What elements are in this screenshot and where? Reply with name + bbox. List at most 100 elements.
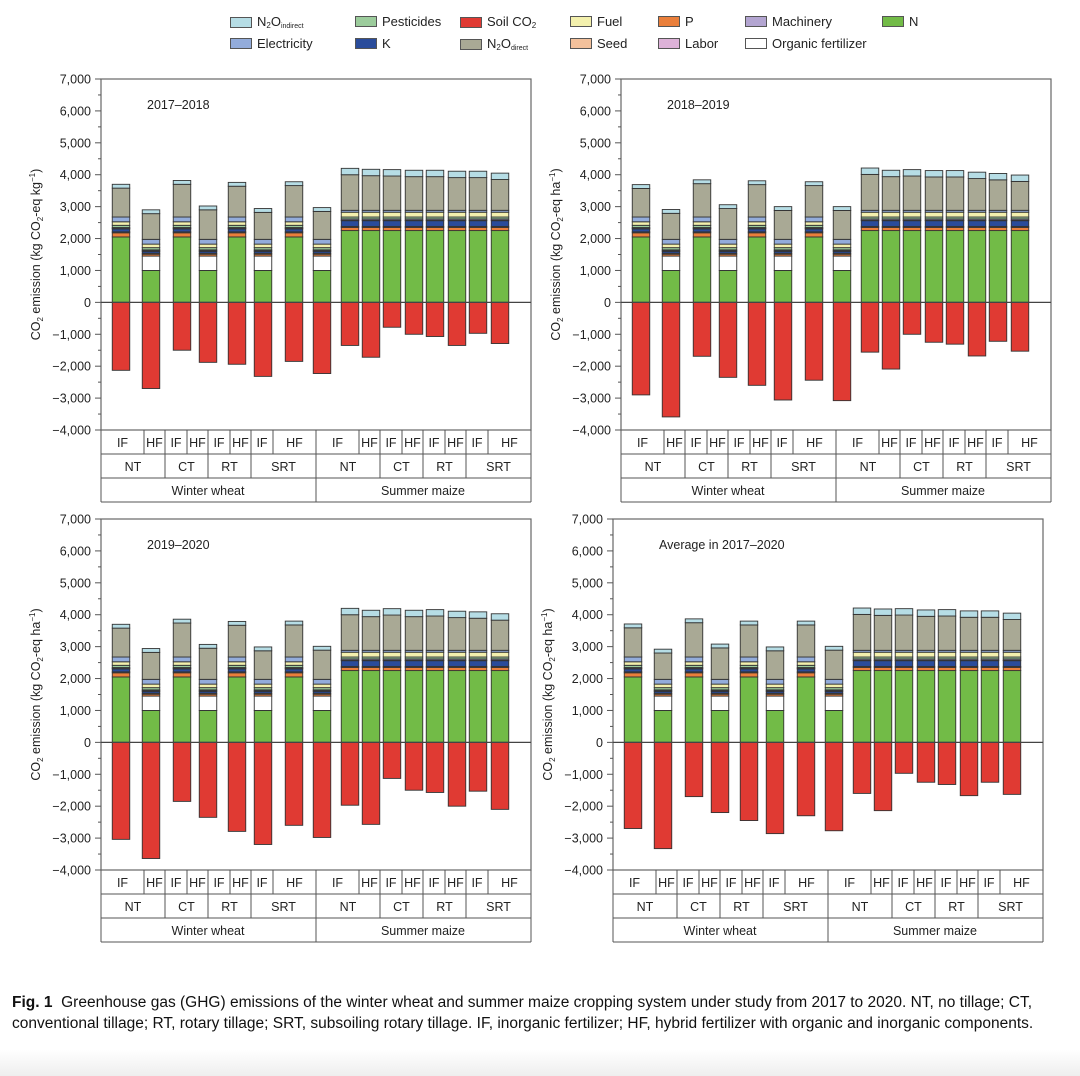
y-tick-label: 7,000	[572, 513, 603, 527]
bar-summer-maize-nt-hf	[873, 608, 893, 812]
bar-segment-fuel	[253, 243, 273, 249]
bar-segment-n2o-direct	[1002, 619, 1022, 651]
fertilizer-label: HF	[447, 876, 464, 890]
bar-segment-fuel	[404, 651, 424, 658]
fertilizer-label: HF	[1021, 436, 1038, 450]
bar-segment-fuel	[747, 221, 767, 226]
bar-segment-soil-co2	[623, 741, 643, 829]
bar-segment-electricity	[718, 238, 738, 245]
bar-segment-n2o-direct	[945, 176, 965, 211]
bar-segment-n2o-indirect	[447, 610, 467, 619]
bar-summer-maize-ct-hf	[404, 609, 424, 791]
legend-item-pesticides: Pesticides	[355, 14, 441, 29]
bar-segment-fuel	[382, 651, 402, 658]
bar-segment-n2o-indirect	[404, 609, 424, 618]
fertilizer-label: IF	[897, 876, 908, 890]
bar-segment-n2o-direct	[824, 649, 844, 680]
bar-segment-n2o-direct	[710, 647, 730, 680]
bar-segment-n	[227, 236, 247, 303]
bar-segment-fuel	[284, 221, 304, 226]
bar-segment-electricity	[631, 216, 651, 223]
bar-segment-n2o-direct	[312, 649, 332, 680]
bar-summer-maize-nt-if	[340, 167, 360, 346]
fertilizer-label: IF	[213, 876, 224, 890]
fertilizer-label: HF	[189, 876, 206, 890]
bar-segment-n2o-indirect	[447, 170, 467, 179]
bar-segment-p	[447, 226, 467, 232]
bar-segment-n2o-direct	[490, 179, 510, 211]
legend-item-electricity: Electricity	[230, 36, 313, 51]
bar-segment-soil-co2	[692, 301, 712, 357]
crop-label: Summer maize	[901, 484, 985, 498]
y-tick-label: 0	[84, 736, 91, 750]
y-tick-label: 4,000	[580, 168, 611, 182]
bar-segment-fuel	[980, 651, 1000, 658]
crop-label: Summer maize	[381, 484, 465, 498]
y-tick-label: 1,000	[572, 704, 603, 718]
fertilizer-label: IF	[852, 436, 863, 450]
legend-item-k: K	[355, 36, 391, 51]
bar-segment-fuel	[227, 661, 247, 666]
bar-segment-n2o-indirect	[361, 168, 381, 177]
bar-segment-p	[1002, 666, 1022, 672]
legend-item-n2o-direct: N2Odirect	[460, 36, 528, 52]
bar-segment-fuel	[1002, 651, 1022, 658]
y-tick-label: −2,000	[52, 360, 91, 374]
bar-segment-fuel	[661, 243, 681, 249]
bar-segment-n	[710, 710, 730, 743]
bar-segment-soil-co2	[967, 301, 987, 357]
y-tick-label: 6,000	[60, 544, 91, 558]
tillage-label: NT	[125, 460, 142, 474]
bar-segment-n	[141, 270, 161, 303]
bar-winter-wheat-rt-hf	[253, 208, 273, 377]
y-tick-label: −1,000	[572, 328, 611, 342]
y-tick-label: 7,000	[60, 73, 91, 87]
bar-segment-n	[1002, 670, 1022, 743]
bar-segment-n2o-direct	[468, 177, 488, 211]
bar-segment-p	[916, 666, 936, 672]
bar-winter-wheat-srt-hf	[312, 645, 332, 838]
bar-segment-organic-fertilizer	[198, 255, 218, 271]
bar-segment-organic-fertilizer	[312, 695, 332, 711]
fertilizer-label: HF	[361, 436, 378, 450]
bar-segment-soil-co2	[631, 301, 651, 396]
legend-label: P	[685, 14, 694, 29]
fertilizer-label: IF	[332, 436, 343, 450]
bar-segment-soil-co2	[894, 741, 914, 774]
bar-segment-p	[980, 666, 1000, 672]
bar-segment-soil-co2	[253, 301, 273, 377]
bar-segment-n	[172, 236, 192, 303]
legend-label: Fuel	[597, 14, 623, 29]
bar-segment-organic-fertilizer	[141, 695, 161, 711]
legend-item-n: N	[882, 14, 918, 29]
bar-segment-p	[361, 226, 381, 232]
tillage-label: SRT	[271, 900, 296, 914]
bar-segment-n2o-direct	[661, 212, 681, 240]
legend-label: Pesticides	[382, 14, 442, 29]
bar-segment-n2o-direct	[653, 652, 673, 680]
panel-title: 2019–2020	[147, 538, 210, 552]
bar-segment-soil-co2	[852, 741, 872, 794]
bar-segment-electricity	[172, 656, 192, 663]
bar-segment-p	[284, 672, 304, 678]
bar-segment-k	[937, 660, 957, 667]
bar-segment-n	[404, 670, 424, 743]
crop-label: Winter wheat	[692, 484, 765, 498]
legend-label: K	[382, 36, 391, 51]
panel-2017-2018: 7,000 6,000 5,000 4,000 3,000 2,000 1,000 0 −1,0…	[0, 62, 540, 512]
fertilizer-label: IF	[776, 436, 787, 450]
bar-segment-k	[447, 220, 467, 227]
legend-swatch	[745, 16, 767, 27]
bar-segment-n2o-direct	[340, 614, 360, 651]
y-tick-label: 1,000	[60, 264, 91, 278]
bar-segment-n	[894, 670, 914, 743]
fertilizer-label: IF	[725, 876, 736, 890]
bar-segment-n2o-indirect	[980, 610, 1000, 618]
bar-segment-p	[959, 666, 979, 672]
bar-segment-n2o-indirect	[804, 181, 824, 187]
bar-segment-k	[468, 220, 488, 227]
bar-segment-n2o-indirect	[692, 179, 712, 185]
bar-winter-wheat-srt-hf	[312, 207, 332, 374]
bar-segment-p	[172, 672, 192, 678]
bar-segment-p	[924, 226, 944, 232]
